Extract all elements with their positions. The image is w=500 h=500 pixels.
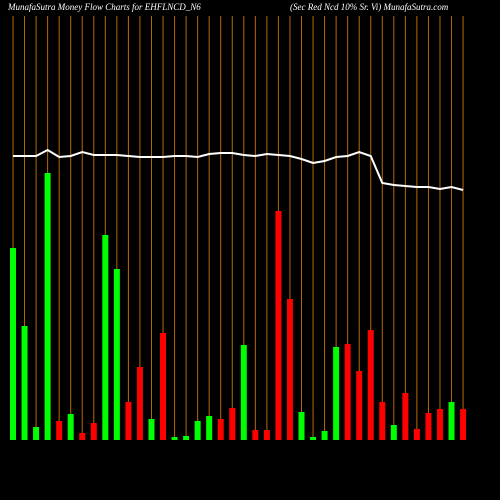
bar	[160, 333, 167, 440]
bar	[252, 430, 259, 440]
bar	[298, 412, 305, 440]
bar	[67, 414, 74, 440]
bar	[194, 421, 201, 440]
bar	[379, 402, 386, 440]
bar	[171, 437, 178, 440]
bar	[136, 367, 143, 440]
bar	[263, 430, 270, 440]
bar	[390, 425, 397, 440]
chart-title: MunafaSutra Money Flow Charts for EHFLNC…	[7, 2, 201, 12]
bar	[113, 269, 120, 440]
money-flow-line	[13, 148, 464, 191]
bar	[21, 326, 28, 440]
bar	[448, 402, 455, 440]
bar	[183, 436, 190, 440]
bar	[206, 416, 213, 440]
bar	[425, 413, 432, 440]
bar	[33, 427, 40, 440]
bar	[240, 345, 247, 440]
bar	[10, 248, 16, 440]
bar	[229, 408, 236, 440]
bar	[102, 235, 109, 440]
chart-subtitle: (Sec Red Ncd 10% Sr. Vi) MunafaSutra.com	[290, 2, 449, 12]
bar	[344, 344, 351, 440]
bar	[413, 429, 420, 440]
bar	[436, 409, 443, 440]
bar	[148, 419, 155, 440]
bar	[402, 393, 409, 440]
bar	[356, 371, 363, 440]
bar	[333, 347, 340, 440]
bar	[56, 421, 63, 440]
bar	[275, 211, 282, 440]
bar	[460, 409, 467, 440]
bar	[44, 173, 51, 440]
bar	[125, 402, 132, 440]
bar	[90, 423, 97, 440]
bar	[217, 419, 224, 440]
bar	[367, 330, 374, 440]
bar	[79, 433, 86, 440]
bar	[286, 299, 293, 440]
bar	[321, 431, 328, 440]
bar	[310, 437, 317, 440]
